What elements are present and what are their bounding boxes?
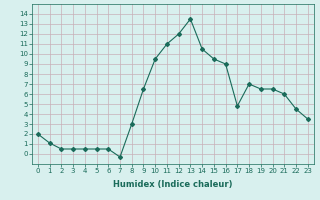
X-axis label: Humidex (Indice chaleur): Humidex (Indice chaleur) [113, 180, 233, 189]
